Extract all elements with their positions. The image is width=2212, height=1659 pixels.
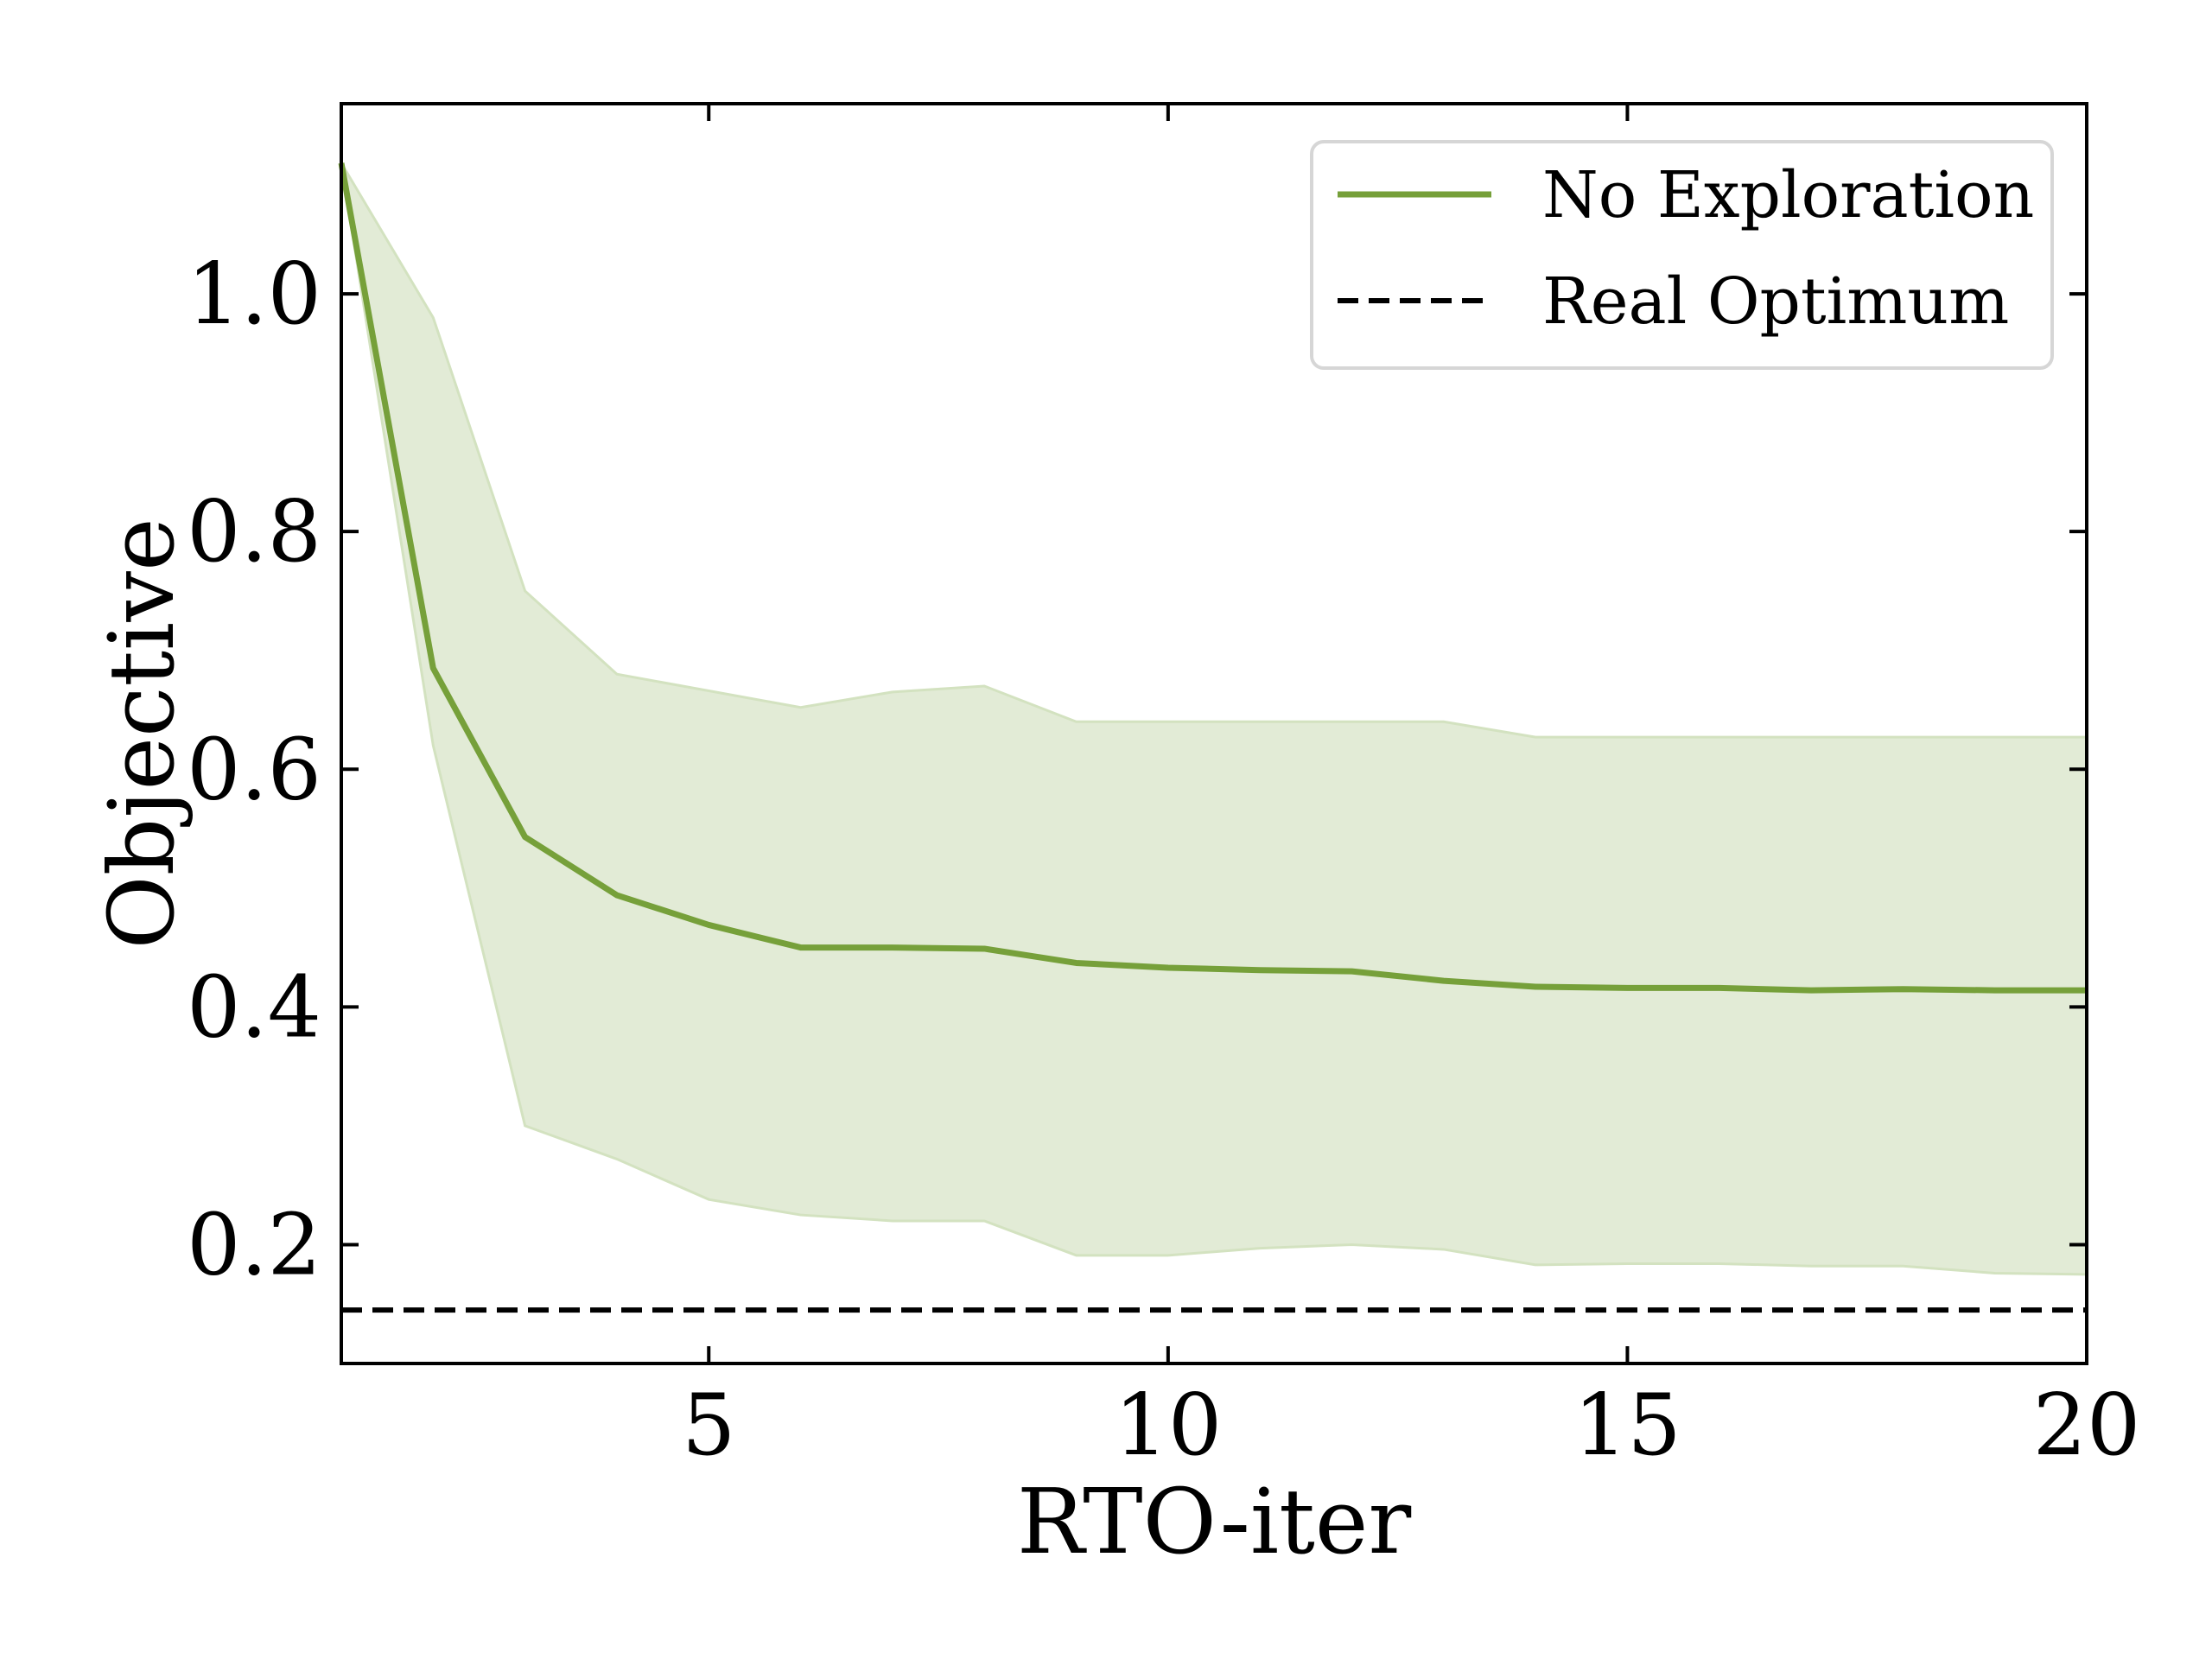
y-tick-label: 0.6: [187, 721, 321, 819]
legend-label-no-exploration: No Exploration: [1542, 158, 2034, 232]
y-tick-label: 0.2: [187, 1196, 321, 1294]
tick-layer: 5 10 15 20 0.2 0.4 0.6 0.8 1.0: [187, 104, 2140, 1475]
y-tick-label: 1.0: [187, 245, 321, 344]
x-tick-label: 20: [2033, 1376, 2141, 1475]
legend-label-real-optimum: Real Optimum: [1542, 264, 2009, 339]
series-line-no-exploration: [338, 162, 2087, 994]
legend: No Exploration Real Optimum: [1310, 140, 2054, 370]
series-line-layer: [338, 162, 2087, 1313]
y-axis-label: Objective: [89, 518, 194, 949]
x-tick-label: 15: [1573, 1376, 1681, 1475]
x-tick-label: 10: [1114, 1376, 1222, 1475]
plot-frame: [340, 102, 2088, 1365]
y-tick-label: 0.8: [187, 483, 321, 582]
x-axis-label: RTO-iter: [1017, 1469, 1412, 1574]
x-tick-label: 5: [682, 1376, 735, 1475]
legend-box: [1310, 140, 2054, 370]
y-tick-label: 0.4: [187, 958, 321, 1057]
